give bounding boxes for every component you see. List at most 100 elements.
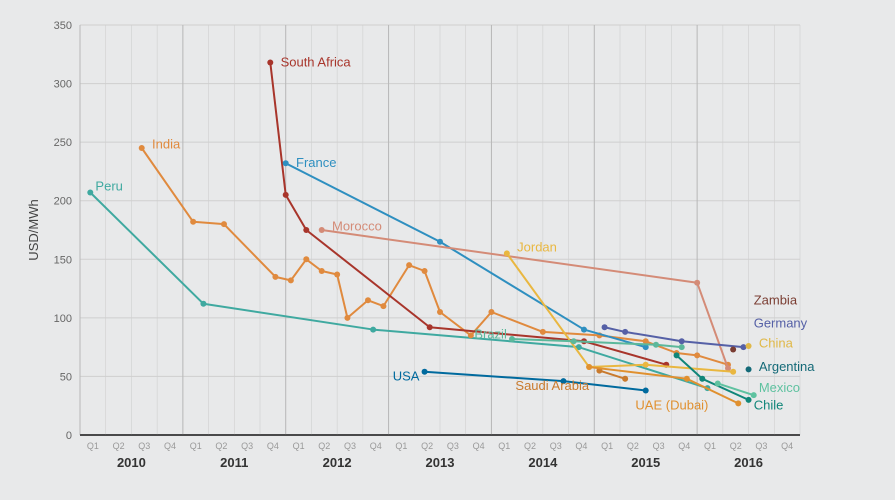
year-label: 2010	[117, 455, 146, 470]
series-point	[504, 250, 510, 256]
quarter-label: Q3	[447, 441, 459, 451]
series-label: Argentina	[759, 359, 815, 374]
series-point	[200, 301, 206, 307]
series-point	[622, 376, 628, 382]
series-label: India	[152, 136, 181, 151]
series-point	[334, 272, 340, 278]
quarter-label: Q2	[524, 441, 536, 451]
series-point	[422, 268, 428, 274]
series-point	[679, 338, 685, 344]
series-point	[715, 380, 721, 386]
series-point	[746, 343, 752, 349]
series-label: USA	[393, 368, 420, 383]
series-label: Zambia	[754, 292, 798, 307]
series-point	[272, 274, 278, 280]
quarter-label: Q3	[653, 441, 665, 451]
series-point	[581, 327, 587, 333]
quarter-label: Q3	[755, 441, 767, 451]
series-point	[406, 262, 412, 268]
quarter-label: Q1	[87, 441, 99, 451]
series-line-south-africa	[270, 62, 666, 364]
quarter-label: Q2	[113, 441, 125, 451]
series-point	[427, 324, 433, 330]
series-point	[699, 376, 705, 382]
series-label: Chile	[754, 398, 784, 413]
quarter-label: Q4	[164, 441, 176, 451]
y-tick-label: 300	[54, 79, 72, 91]
y-tick-label: 250	[54, 137, 72, 149]
series-label: Germany	[754, 316, 808, 331]
year-label: 2013	[426, 455, 455, 470]
series-label: Jordan	[517, 240, 557, 255]
year-label: 2015	[631, 455, 660, 470]
series-point	[622, 329, 628, 335]
series-point	[643, 387, 649, 393]
quarter-label: Q1	[601, 441, 613, 451]
y-tick-label: 100	[54, 313, 72, 325]
series-point	[488, 309, 494, 315]
series-line-india	[142, 148, 728, 365]
quarter-label: Q4	[781, 441, 793, 451]
quarter-label: Q2	[421, 441, 433, 451]
y-tick-label: 0	[66, 430, 72, 442]
series-point	[643, 362, 649, 368]
series-point	[319, 227, 325, 233]
series-point	[365, 297, 371, 303]
series-point	[437, 239, 443, 245]
series-point	[735, 400, 741, 406]
series-point	[190, 219, 196, 225]
year-label: 2012	[323, 455, 352, 470]
quarter-label: Q1	[190, 441, 202, 451]
quarter-label: Q1	[498, 441, 510, 451]
series-point	[267, 59, 273, 65]
quarter-label: Q3	[344, 441, 356, 451]
chart-svg: 050100150200250300350Q1Q2Q3Q42010Q1Q2Q3Q…	[20, 10, 875, 490]
series-point	[740, 344, 746, 350]
series-point	[468, 332, 474, 338]
series-point	[87, 190, 93, 196]
series-point	[653, 342, 659, 348]
series-point	[694, 280, 700, 286]
quarter-label: Q1	[293, 441, 305, 451]
series-point	[602, 324, 608, 330]
series-point	[139, 145, 145, 151]
series-point	[751, 392, 757, 398]
quarter-label: Q4	[370, 441, 382, 451]
series-point	[288, 277, 294, 283]
quarter-label: Q4	[473, 441, 485, 451]
series-point	[674, 352, 680, 358]
series-point	[746, 397, 752, 403]
series-point	[380, 303, 386, 309]
series-label: Morocco	[332, 218, 382, 233]
y-tick-label: 150	[54, 254, 72, 266]
series-point	[746, 366, 752, 372]
series-label: France	[296, 155, 336, 170]
y-tick-label: 200	[54, 196, 72, 208]
y-axis-title: USD/MWh	[26, 199, 41, 260]
series-label: Mexico	[759, 380, 800, 395]
quarter-label: Q2	[627, 441, 639, 451]
series-point	[370, 327, 376, 333]
quarter-label: Q3	[241, 441, 253, 451]
chart-container: 050100150200250300350Q1Q2Q3Q42010Q1Q2Q3Q…	[20, 10, 875, 490]
series-point	[694, 352, 700, 358]
series-point	[344, 315, 350, 321]
series-point	[540, 329, 546, 335]
quarter-label: Q2	[318, 441, 330, 451]
series-point	[319, 268, 325, 274]
series-point	[730, 346, 736, 352]
series-label: Brazil	[474, 326, 507, 341]
series-point	[509, 336, 515, 342]
series-label: UAE (Dubai)	[635, 398, 708, 413]
y-tick-label: 350	[54, 20, 72, 32]
year-label: 2016	[734, 455, 763, 470]
quarter-label: Q1	[395, 441, 407, 451]
series-point	[679, 344, 685, 350]
series-point	[303, 227, 309, 233]
series-point	[303, 256, 309, 262]
series-label: China	[759, 336, 794, 351]
series-label: Saudi Arabia	[515, 378, 589, 393]
quarter-label: Q3	[550, 441, 562, 451]
series-point	[283, 160, 289, 166]
quarter-label: Q1	[704, 441, 716, 451]
